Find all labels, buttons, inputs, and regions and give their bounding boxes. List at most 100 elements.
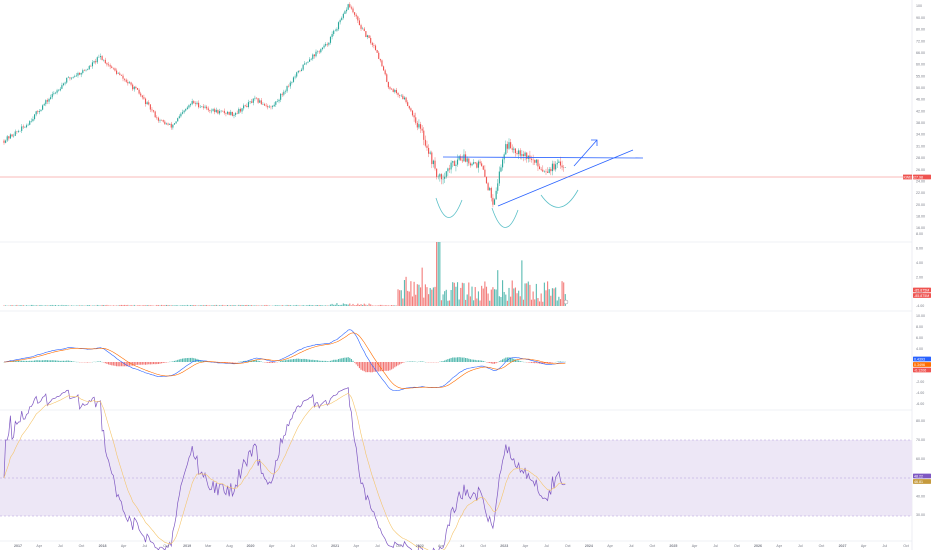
candle-body	[204, 106, 206, 108]
macd-hist-bar	[53, 360, 55, 362]
time-axis-label: Jul	[544, 544, 549, 548]
macd-hist-bar	[281, 360, 283, 362]
volume-bar	[508, 287, 510, 306]
volume-bar	[354, 305, 356, 306]
candle-body	[358, 20, 360, 26]
macd-hist-bar	[286, 359, 288, 362]
candle-body	[194, 103, 196, 104]
macd-hist-bar	[476, 360, 478, 362]
macd-hist-bar	[519, 361, 521, 362]
right-shoulder-curve[interactable]	[540, 189, 579, 208]
macd-hist-bar	[188, 357, 190, 362]
volume-bar	[352, 303, 354, 306]
macd-hist-bar	[67, 360, 69, 362]
candle-body	[252, 98, 254, 103]
macd-hist-bar	[463, 357, 465, 362]
macd-hist-bar	[128, 362, 131, 366]
macd-hist-bar	[447, 359, 449, 362]
macd-hist-bar	[547, 362, 549, 364]
volume-bar	[35, 305, 37, 306]
candle-body	[402, 95, 404, 100]
candle-body	[505, 144, 507, 155]
left-shoulder-curve[interactable]	[435, 197, 463, 218]
macd-hist-bar	[366, 362, 369, 373]
macd-hist-bar	[312, 359, 314, 362]
head-curve[interactable]	[491, 207, 519, 228]
volume-bar	[490, 289, 492, 306]
candle-body	[379, 58, 381, 61]
candle-body	[87, 69, 89, 71]
rsi-ma-tag: 46.81	[914, 480, 923, 484]
time-axis-label: Mar	[205, 544, 212, 548]
volume-bar	[347, 304, 349, 306]
resistance-line[interactable]	[442, 156, 644, 159]
volume-bar	[360, 304, 362, 306]
volume-bar	[162, 305, 164, 306]
volume-bar	[130, 304, 132, 306]
candle-body	[14, 131, 16, 136]
macd-hist-bar	[247, 360, 250, 362]
candle-body	[550, 169, 552, 172]
volume-bar	[64, 305, 66, 306]
macd-hist-bar	[40, 360, 42, 362]
macd-hist-bar	[498, 361, 500, 362]
candle-body	[217, 109, 219, 114]
volume-bar	[503, 291, 505, 306]
candle-body	[331, 34, 333, 37]
macd-hist-bar	[252, 360, 254, 362]
volume-bar	[320, 305, 322, 306]
macd-hist-bar	[17, 360, 20, 362]
ascending-trendline[interactable]	[497, 149, 634, 207]
macd-hist-bar	[202, 360, 204, 362]
candle-body	[125, 79, 127, 82]
macd-hist-bar	[358, 362, 360, 369]
volume-bar	[54, 304, 57, 306]
candle-body	[521, 154, 523, 156]
macd-hist-bar	[461, 357, 463, 362]
candle-body	[107, 64, 110, 66]
time-axis-label: Apr	[776, 544, 782, 548]
macd-hist-bar	[159, 362, 161, 364]
volume-bar	[122, 305, 124, 306]
candle-body	[88, 66, 90, 70]
drawing-tools[interactable]	[435, 139, 644, 228]
volume-bar	[209, 305, 211, 306]
volume-bar	[11, 305, 13, 306]
volume-bar	[3, 305, 5, 306]
candle-body	[42, 105, 44, 110]
candle-body	[415, 117, 417, 123]
candle-body	[257, 98, 259, 103]
volume-bar	[358, 304, 360, 306]
volume-bar	[151, 305, 153, 306]
macd-hist-bar	[370, 362, 372, 373]
time-axis-label: Apr	[121, 544, 127, 548]
candle-body	[38, 111, 40, 113]
price-axis-label: 72.00	[916, 39, 925, 43]
candle-body	[408, 106, 410, 109]
candle-body	[11, 134, 13, 137]
breakout-arrow[interactable]	[573, 139, 598, 167]
volume-bar	[481, 285, 483, 306]
pane-settings-icon[interactable]	[563, 299, 569, 305]
candle-body	[183, 110, 185, 113]
volume-bar	[225, 305, 227, 306]
macd-hist-bar	[490, 362, 492, 364]
time-axis[interactable]: 2017 Apr Jul Oct 2018 Apr Jul Oct 2019 Mar Aug 2020…	[14, 544, 909, 548]
candle-body	[418, 124, 420, 128]
candle-body	[260, 100, 262, 105]
candle-body	[51, 94, 53, 98]
candle-body	[376, 49, 378, 53]
macd-hist-bar	[267, 362, 269, 363]
candle-body	[484, 169, 486, 177]
volume-bar	[518, 290, 520, 306]
candle-body	[70, 77, 73, 79]
macd-hist-bar	[148, 362, 150, 365]
macd-hist-bar	[400, 362, 402, 364]
macd-hist-bar	[181, 358, 184, 362]
volume-bar	[439, 242, 441, 306]
price-axis-label: 26.00	[916, 168, 925, 172]
volume-bar	[376, 305, 378, 306]
price-axis[interactable]: 100 90.00 80.00 72.00 66.00 60.00 55.00 50.00 46…	[916, 4, 925, 230]
candle-body	[116, 70, 118, 74]
